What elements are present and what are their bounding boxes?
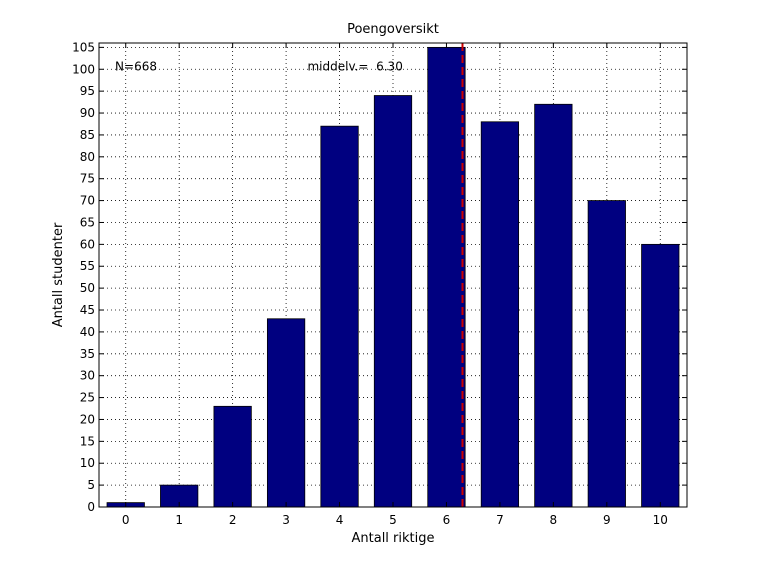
bar bbox=[427, 46, 466, 508]
x-tick-label: 5 bbox=[389, 513, 397, 527]
y-tick-label: 45 bbox=[80, 303, 95, 317]
bar bbox=[320, 125, 359, 508]
y-tick-label: 65 bbox=[80, 215, 95, 229]
x-tick-label: 4 bbox=[336, 513, 344, 527]
y-tick-label: 60 bbox=[80, 237, 95, 251]
y-tick-label: 105 bbox=[72, 40, 95, 54]
y-tick-label: 95 bbox=[80, 84, 95, 98]
y-tick-label: 100 bbox=[72, 62, 95, 76]
y-tick-label: 25 bbox=[80, 391, 95, 405]
y-tick-label: 0 bbox=[87, 500, 95, 514]
y-tick-label: 90 bbox=[80, 106, 95, 120]
y-tick-label: 85 bbox=[80, 128, 95, 142]
annotation-text: middelv.= 6.30 bbox=[307, 59, 402, 73]
x-tick-label: 3 bbox=[282, 513, 290, 527]
x-tick-label: 6 bbox=[443, 513, 451, 527]
bars-layer bbox=[106, 46, 680, 508]
bar bbox=[480, 121, 520, 508]
y-tick-label: 20 bbox=[80, 412, 95, 426]
y-tick-label: 70 bbox=[80, 194, 95, 208]
x-tick-label: 2 bbox=[229, 513, 237, 527]
y-tick-label: 50 bbox=[80, 281, 95, 295]
y-tick-label: 5 bbox=[87, 478, 95, 492]
y-tick-label: 35 bbox=[80, 347, 95, 361]
x-tick-label: 7 bbox=[496, 513, 504, 527]
ticks-layer: 0510152025303540455055606570758085909510… bbox=[72, 40, 687, 527]
annotations-layer: N=668 middelv.= 6.30 bbox=[115, 59, 403, 73]
bar bbox=[266, 318, 306, 508]
x-axis-label: Antall riktige bbox=[352, 531, 435, 546]
x-tick-label: 0 bbox=[122, 513, 130, 527]
x-tick-label: 1 bbox=[175, 513, 183, 527]
y-tick-label: 10 bbox=[80, 456, 95, 470]
x-tick-label: 10 bbox=[653, 513, 668, 527]
bar bbox=[587, 200, 626, 508]
y-tick-label: 40 bbox=[80, 325, 95, 339]
y-tick-label: 30 bbox=[80, 369, 95, 383]
bar bbox=[213, 405, 252, 508]
y-tick-label: 15 bbox=[80, 434, 95, 448]
y-tick-label: 80 bbox=[80, 150, 95, 164]
bar bbox=[641, 243, 680, 508]
bar bbox=[373, 95, 413, 508]
y-tick-label: 75 bbox=[80, 172, 95, 186]
y-axis-label: Antall studenter bbox=[51, 222, 66, 327]
y-tick-label: 55 bbox=[80, 259, 95, 273]
x-tick-label: 9 bbox=[603, 513, 611, 527]
bar bbox=[534, 103, 573, 508]
annotation-text: N=668 bbox=[115, 59, 157, 73]
x-tick-label: 8 bbox=[550, 513, 558, 527]
chart-title: Poengoversikt bbox=[347, 22, 439, 37]
